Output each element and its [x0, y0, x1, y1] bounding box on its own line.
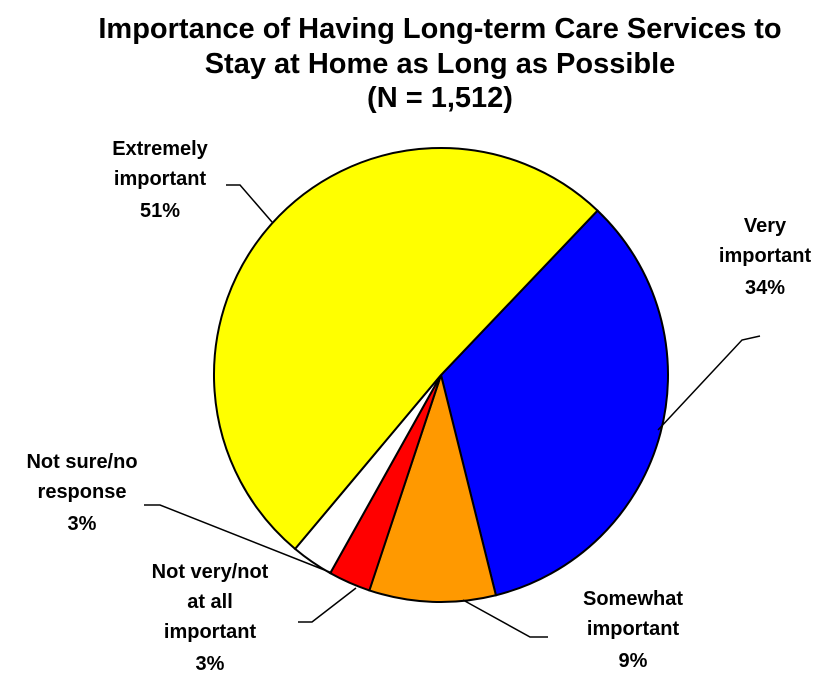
pie-slice: [213, 147, 599, 551]
value-label: 3%: [196, 653, 225, 675]
pie-slice: [368, 371, 498, 603]
leader-line: [298, 587, 357, 623]
chart-subtitle: (N = 1,512): [367, 82, 513, 114]
slice-label: Not sure/no response: [26, 451, 137, 503]
value-label: 9%: [619, 650, 648, 672]
leader-line: [462, 599, 548, 638]
value-label: 3%: [68, 513, 97, 535]
slice-label: Very important: [719, 215, 812, 267]
value-label: 51%: [140, 200, 180, 222]
slice-label: Somewhat important: [583, 588, 683, 640]
leader-line: [226, 184, 273, 223]
pie-slice: [439, 209, 669, 597]
chart-title: Importance of Having Long-term Care Serv…: [98, 13, 781, 45]
slice-label: Extremely important: [112, 138, 208, 190]
leader-line: [144, 504, 333, 574]
slice-label: Not very/not at all important: [152, 561, 269, 643]
chart-title: Stay at Home as Long as Possible: [205, 48, 676, 80]
leader-line: [657, 335, 761, 431]
value-label: 34%: [745, 277, 785, 299]
